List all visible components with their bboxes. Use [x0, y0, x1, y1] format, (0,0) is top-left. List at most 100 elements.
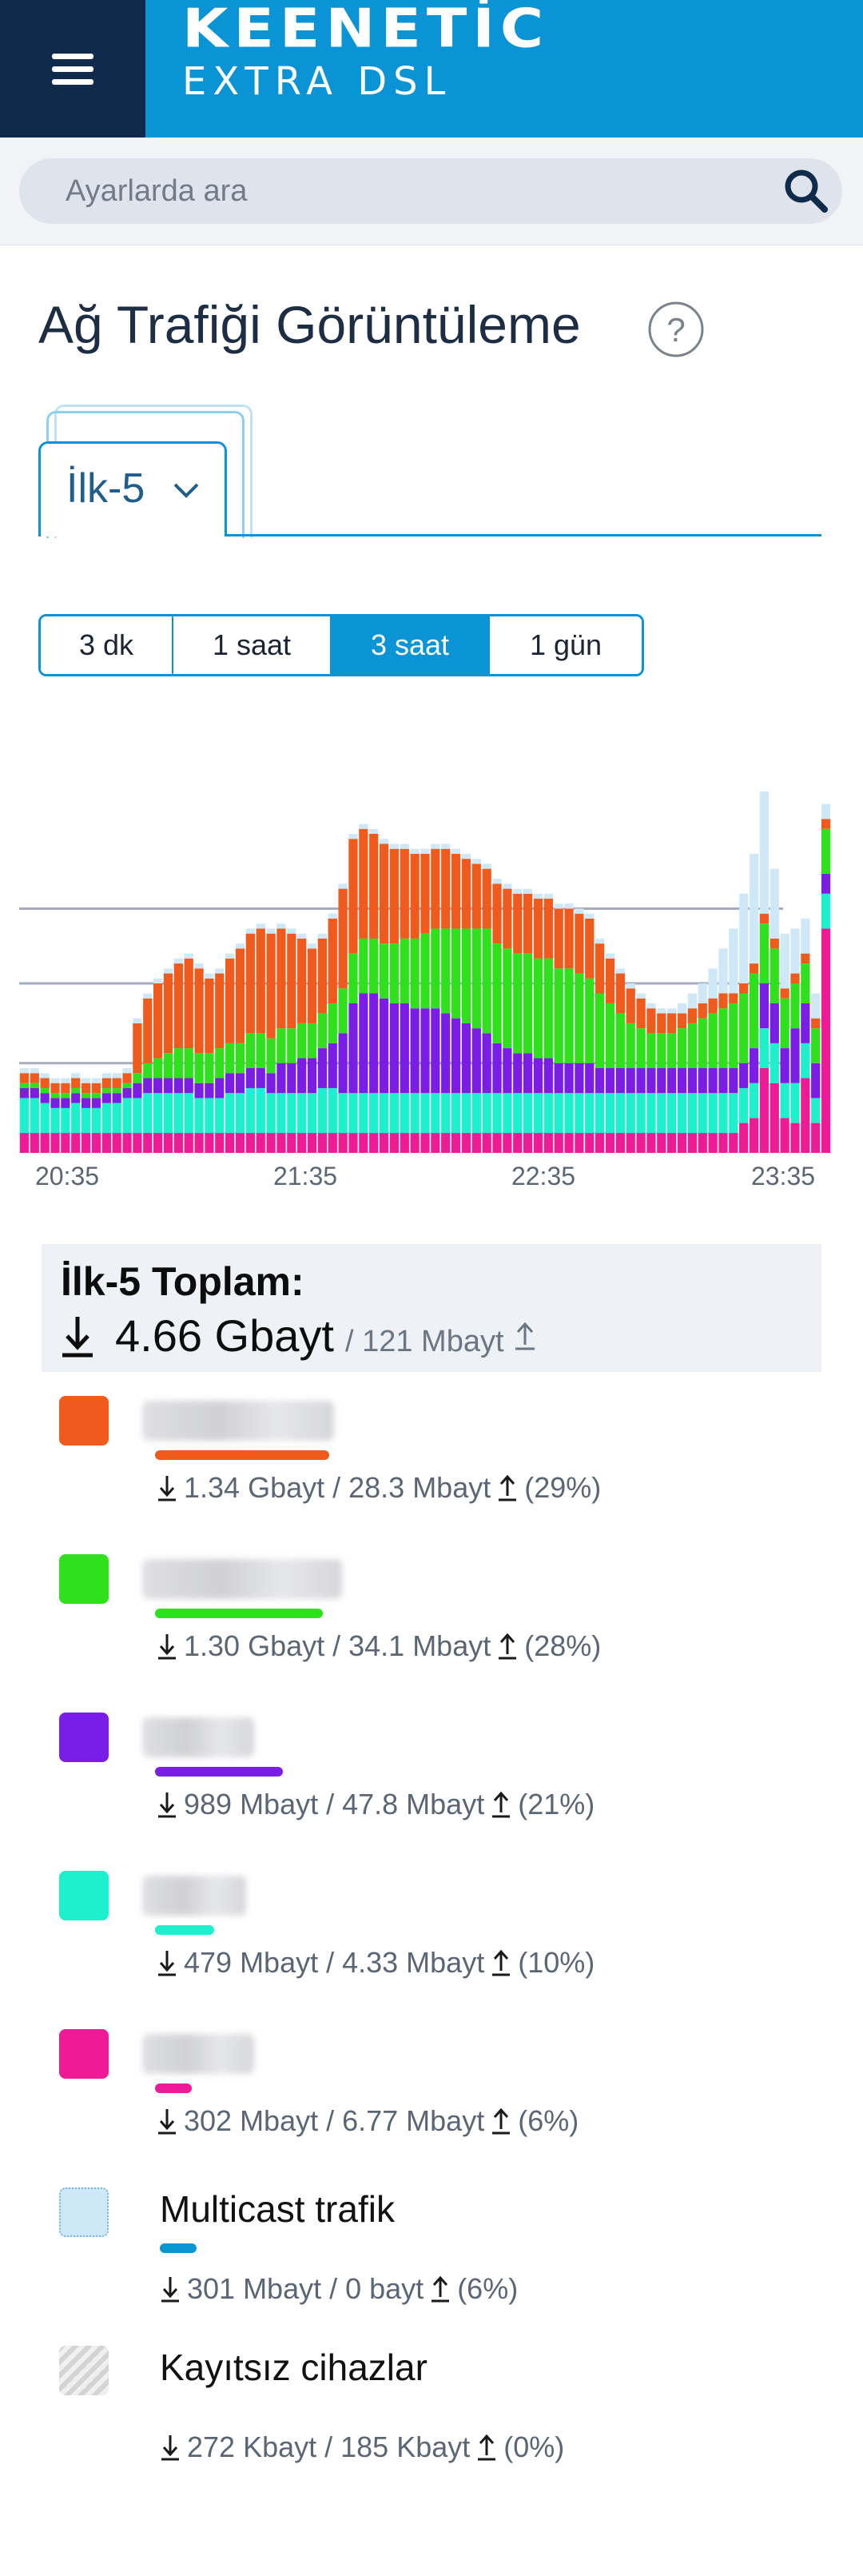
chart-bar-segment	[749, 1118, 759, 1153]
chart-bar-segment	[503, 883, 512, 889]
search-icon[interactable]	[780, 165, 833, 217]
chart-bar-segment	[307, 1133, 317, 1153]
download-icon	[161, 2277, 179, 2303]
hamburger-menu-icon[interactable]	[0, 0, 145, 138]
legend-item[interactable]: 302 Mbayt / 6.77 Mbayt (6%)	[0, 2018, 863, 2176]
chart-bar-segment	[19, 1133, 30, 1153]
chart-bar-segment	[266, 1073, 276, 1094]
chart-bar-segment	[245, 1033, 255, 1069]
chart-bar-segment	[543, 958, 553, 1059]
chart-bar-segment	[533, 1133, 543, 1153]
chart-bar-segment	[133, 1098, 142, 1134]
legend-item[interactable]: 479 Mbayt / 4.33 Mbayt (10%)	[0, 1860, 863, 2018]
chart-bar-segment	[50, 1107, 60, 1134]
chart-bar-segment	[307, 1023, 317, 1059]
chart-bar-segment	[266, 1038, 276, 1074]
chart-bar-segment	[513, 893, 523, 954]
range-3-min-button[interactable]: 3 dk	[41, 616, 173, 674]
download-icon	[161, 2435, 179, 2461]
chart-bar-segment	[790, 1123, 800, 1153]
chart-bar-segment	[503, 948, 512, 1049]
legend-item[interactable]: 1.30 Gbayt / 34.1 Mbayt (28%)	[0, 1543, 863, 1701]
chart-bar-segment	[163, 1053, 173, 1079]
chart-bar-segment	[215, 1048, 225, 1079]
chart-bar-segment	[759, 923, 770, 984]
chart-bar-segment	[718, 1008, 728, 1069]
chart-bar-segment	[821, 828, 831, 874]
range-1-hour-button[interactable]: 1 saat	[173, 616, 332, 674]
legend-stats: 302 Mbayt / 6.77 Mbayt (6%)	[157, 2104, 579, 2138]
chart-bar-segment	[431, 848, 440, 929]
chart-bar-segment	[482, 1133, 491, 1153]
chart-bar-segment	[359, 1133, 368, 1153]
chart-bar-segment	[513, 888, 523, 894]
legend-traffic: 1.34 Gbayt / 28.3 Mbayt	[184, 1471, 491, 1504]
chart-bar-segment	[50, 1093, 60, 1099]
chart-bar-segment	[657, 1008, 666, 1014]
chart-bar-segment	[646, 1033, 656, 1069]
chart-bar-segment	[143, 1078, 153, 1094]
chart-bar-segment	[317, 1013, 328, 1049]
chart-bar-segment	[729, 928, 738, 994]
range-1-day-button[interactable]: 1 gün	[490, 616, 642, 674]
chart-bar-segment	[482, 868, 491, 929]
chart-bar-segment	[19, 1073, 30, 1083]
chart-bar-segment	[636, 993, 646, 999]
legend-item[interactable]: 989 Mbayt / 47.8 Mbayt (21%)	[0, 1701, 863, 1860]
chart-bar-segment	[657, 1013, 666, 1034]
chart-bar-segment	[61, 1078, 70, 1083]
svg-text:?: ?	[666, 311, 685, 349]
chart-bar-segment	[708, 1093, 718, 1134]
chart-bar-segment	[40, 1078, 50, 1088]
chart-bar-segment	[287, 1028, 296, 1063]
chart-bar-segment	[400, 938, 409, 1003]
chart-bar-segment	[276, 1028, 286, 1063]
search-input[interactable]	[66, 158, 769, 224]
chart-bar-segment	[184, 953, 193, 959]
chart-bar-segment	[328, 918, 337, 1003]
range-3-hours-button[interactable]: 3 saat	[332, 616, 490, 674]
chart-bar-segment	[420, 1093, 430, 1134]
chart-bar-segment	[543, 1093, 553, 1134]
summary-download: 4.66 Gbayt	[115, 1310, 334, 1361]
chart-bar-segment	[338, 883, 348, 889]
chart-bar-segment	[605, 953, 615, 959]
chart-bar-segment	[328, 1003, 337, 1043]
legend-item[interactable]: Kayıtsız cihazlar 272 Kbayt / 185 Kbayt (0…	[0, 2335, 863, 2493]
chart-bar-segment	[667, 1093, 677, 1134]
chart-bar-segment	[636, 998, 646, 1029]
tab-top-5[interactable]: İlk-5	[38, 441, 227, 536]
chart-bar-segment	[513, 1053, 523, 1094]
legend-traffic: 272 Kbayt / 185 Kbayt	[187, 2430, 471, 2463]
chart-bar-segment	[554, 903, 563, 909]
chart-bar-segment	[173, 1048, 183, 1079]
chart-bar-segment	[173, 1078, 183, 1094]
legend-item[interactable]: Multicast trafik 301 Mbayt / 0 bayt (6%)	[0, 2176, 863, 2335]
chart-bar-segment	[441, 848, 451, 929]
chart-bar-segment	[790, 928, 800, 974]
chart-bar-segment	[471, 1028, 481, 1094]
chart-bar-segment	[431, 1008, 440, 1094]
legend-traffic: 1.30 Gbayt / 34.1 Mbayt	[184, 1629, 491, 1662]
chart-bar-segment	[554, 968, 563, 1063]
chart-bar-segment	[770, 1083, 779, 1153]
chart-bar-segment	[451, 1093, 461, 1134]
chart-bar-segment	[461, 928, 471, 1023]
chart-bar-segment	[266, 1093, 276, 1134]
chart-bar-segment	[595, 1133, 605, 1153]
legend-color-swatch	[59, 1554, 109, 1604]
chart-bar-segment	[163, 1133, 173, 1153]
upload-icon	[499, 1474, 517, 1501]
chart-bar-segment	[759, 1028, 770, 1069]
chart-bar-segment	[256, 1068, 265, 1088]
chart-bar-segment	[112, 1103, 121, 1134]
chart-bar-segment	[225, 1133, 235, 1153]
question-circle-icon[interactable]: ?	[647, 301, 705, 358]
chart-bar-segment	[245, 933, 255, 1034]
legend-item[interactable]: 1.34 Gbayt / 28.3 Mbayt (29%)	[0, 1385, 863, 1543]
chart-bar-segment	[359, 828, 368, 939]
chart-bar-segment	[821, 819, 831, 829]
legend-traffic: 989 Mbayt / 47.8 Mbayt	[184, 1788, 485, 1820]
chart-bar-segment	[687, 993, 698, 1009]
chart-bar-segment	[503, 888, 512, 949]
